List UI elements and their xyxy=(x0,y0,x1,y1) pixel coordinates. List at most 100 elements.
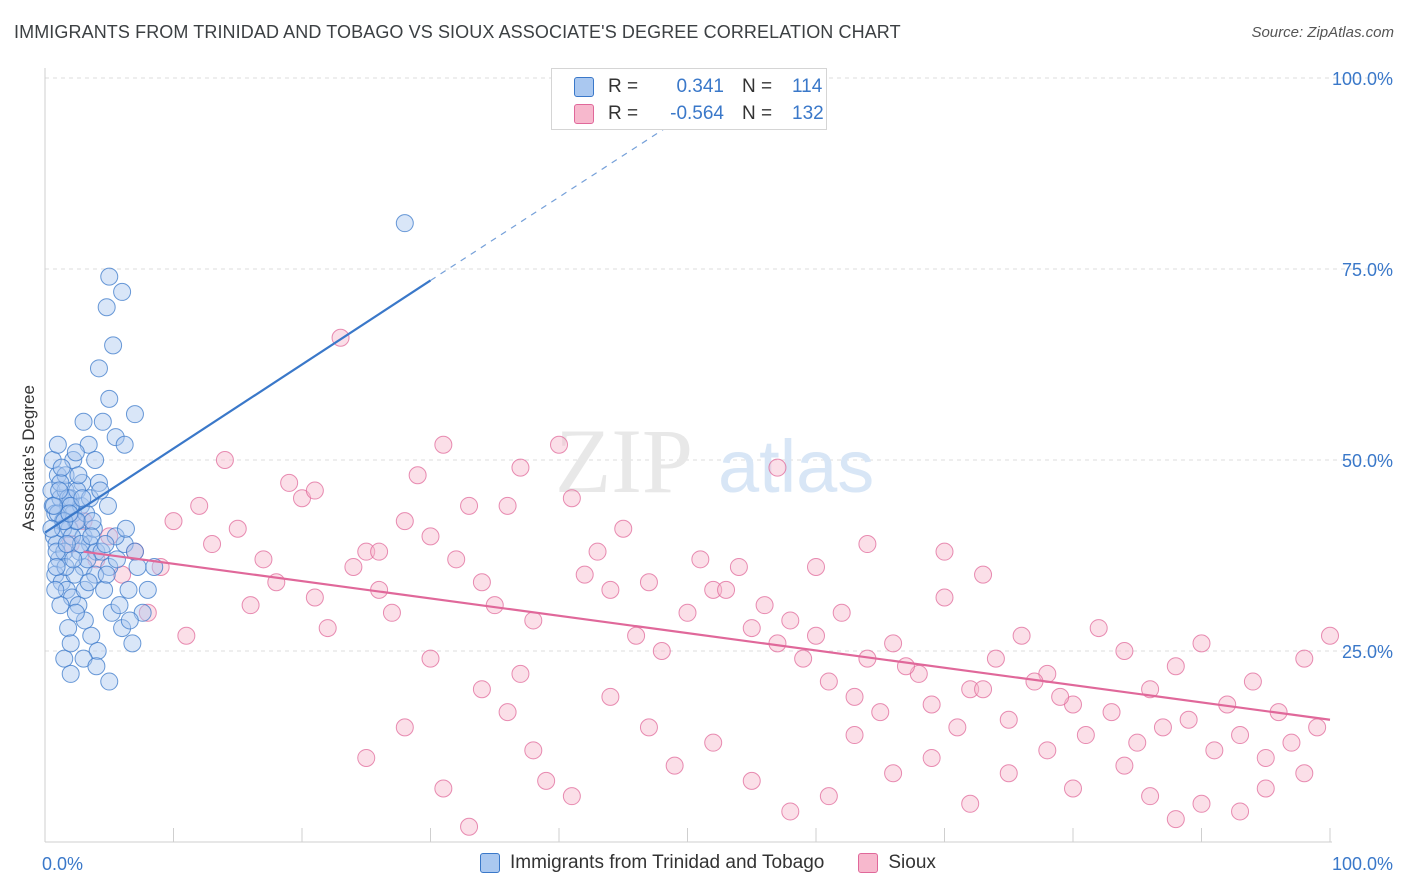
sioux-point xyxy=(408,466,427,485)
sioux-point xyxy=(781,802,800,821)
sioux-point xyxy=(896,657,915,676)
y-tick-label: 100.0% xyxy=(1332,69,1393,89)
trinidad-point xyxy=(97,298,116,317)
sioux-point xyxy=(1231,726,1250,745)
legend-item-sioux: Sioux xyxy=(858,852,936,874)
sioux-point xyxy=(1205,741,1224,760)
trend-lines xyxy=(44,96,1331,721)
sioux-point xyxy=(460,817,479,836)
sioux-legend-swatch xyxy=(858,853,879,873)
sioux-point xyxy=(472,680,491,699)
legend-label-trinidad: Immigrants from Trinidad and Tobago xyxy=(510,852,825,873)
trinidad-point xyxy=(107,550,126,569)
trinidad-point xyxy=(61,664,80,683)
sioux-point xyxy=(254,550,273,569)
sioux-point xyxy=(588,542,607,561)
sioux-point xyxy=(691,550,710,569)
trinidad-point xyxy=(46,580,65,599)
y-tick-label: 25.0% xyxy=(1342,642,1393,662)
trinidad-point xyxy=(83,512,102,531)
trinidad-point xyxy=(106,527,125,546)
trinidad-point xyxy=(93,412,112,431)
sioux-point xyxy=(1256,748,1275,767)
n-label: N = xyxy=(742,76,773,97)
trinidad-point xyxy=(116,519,135,538)
sioux-point xyxy=(1012,626,1031,645)
trinidad-point xyxy=(89,473,108,492)
sioux-point xyxy=(460,496,479,515)
sioux-point xyxy=(717,580,736,599)
trinidad-point xyxy=(46,565,65,584)
trinidad-point xyxy=(115,435,134,454)
trinidad-point xyxy=(102,603,121,622)
sioux-point xyxy=(704,580,723,599)
sioux-point xyxy=(999,710,1018,729)
sioux-point xyxy=(447,550,466,569)
sioux-point xyxy=(704,733,723,752)
trinidad-point xyxy=(113,619,132,638)
sioux-point xyxy=(819,672,838,691)
sioux-point xyxy=(395,512,414,531)
sioux-point xyxy=(922,695,941,714)
trinidad-point xyxy=(71,535,90,554)
sioux-point xyxy=(1153,718,1172,737)
y-tick-label: 50.0% xyxy=(1342,451,1393,471)
trinidad-point xyxy=(74,412,93,431)
series-legend: Immigrants from Trinidad and Tobago Siou… xyxy=(480,852,960,874)
sioux-point xyxy=(1115,642,1134,660)
sioux-point xyxy=(511,458,530,477)
sioux-point xyxy=(318,619,337,638)
tick-labels: 25.0% 50.0% 75.0% 100.0% 0.0% 100.0% xyxy=(42,69,1393,874)
sioux-point xyxy=(357,748,376,767)
sioux-point xyxy=(819,787,838,806)
trinidad-swatch xyxy=(574,77,594,97)
sioux-point xyxy=(1064,779,1082,798)
sioux-point xyxy=(1192,634,1211,653)
sioux-point xyxy=(627,626,646,645)
trinidad-point xyxy=(97,565,116,584)
sioux-point xyxy=(1038,741,1057,760)
sioux-point xyxy=(986,649,1005,668)
trinidad-point xyxy=(51,596,70,615)
sioux-point xyxy=(550,435,568,454)
sioux-point xyxy=(241,596,260,615)
sioux-point xyxy=(845,726,864,745)
sioux-point xyxy=(884,764,903,783)
sioux-point xyxy=(511,664,530,683)
sioux-point xyxy=(562,489,581,508)
n-value-trinidad: 114 xyxy=(792,76,823,97)
sioux-point xyxy=(1051,687,1070,706)
trinidad-point xyxy=(82,626,101,645)
sioux-point xyxy=(305,588,324,607)
sioux-point xyxy=(562,787,581,806)
trinidad-point xyxy=(87,657,106,676)
trinidad-point xyxy=(59,619,78,638)
r-value-sioux: -0.564 xyxy=(670,103,724,124)
trinidad-point xyxy=(47,557,66,576)
trinidad-point xyxy=(50,481,69,500)
sioux-point xyxy=(1166,810,1185,829)
sioux-point xyxy=(601,687,620,706)
sioux-point xyxy=(575,565,594,584)
sioux-point xyxy=(755,596,774,615)
trinidad-point xyxy=(86,451,105,469)
trinidad-point xyxy=(61,634,80,653)
legend-row-trinidad: R = 0.341 N = 114 xyxy=(574,74,822,100)
sioux-point xyxy=(974,565,993,584)
sioux-point xyxy=(1141,787,1160,806)
sioux-point xyxy=(357,542,376,561)
sioux-point xyxy=(1166,657,1185,676)
trinidad-point xyxy=(42,481,61,500)
sioux-point xyxy=(1282,733,1301,752)
sioux-point xyxy=(524,611,543,630)
legend-item-trinidad: Immigrants from Trinidad and Tobago xyxy=(480,852,824,874)
sioux-point xyxy=(370,542,389,561)
trinidad-point xyxy=(115,535,134,554)
correlation-legend: R = 0.341 N = 114 R = -0.564 N = 132 xyxy=(551,68,827,130)
sioux-point xyxy=(434,779,453,798)
sioux-points xyxy=(61,328,1339,836)
sioux-point xyxy=(280,473,299,492)
sioux-point xyxy=(1115,756,1134,775)
trinidad-point xyxy=(89,359,108,378)
sioux-point xyxy=(871,703,890,722)
